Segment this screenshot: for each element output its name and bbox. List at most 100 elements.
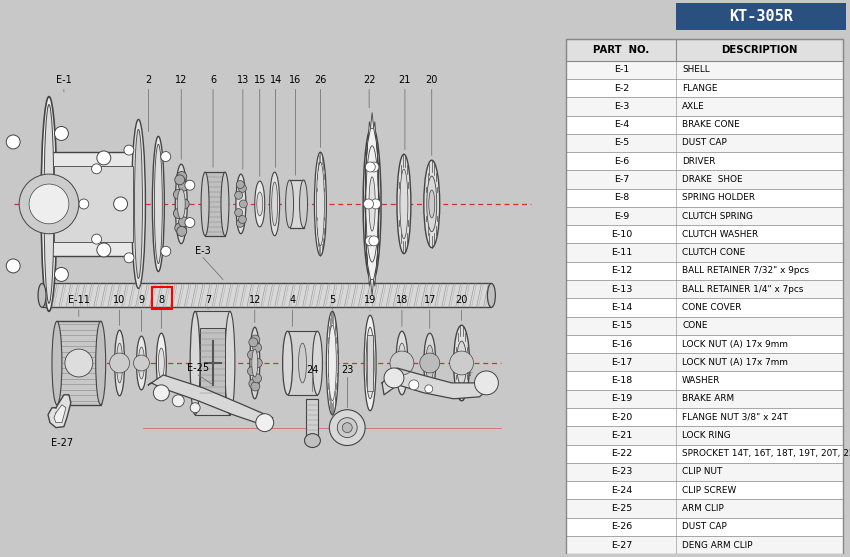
Bar xyxy=(566,38,843,61)
Text: CLIP NUT: CLIP NUT xyxy=(682,467,722,476)
Ellipse shape xyxy=(428,190,434,218)
Ellipse shape xyxy=(369,177,375,231)
Text: E-15: E-15 xyxy=(611,321,632,330)
Bar xyxy=(566,225,843,243)
Text: 8: 8 xyxy=(158,295,164,305)
Ellipse shape xyxy=(304,433,320,447)
Bar xyxy=(677,3,846,30)
Text: CLIP SCREW: CLIP SCREW xyxy=(682,486,736,495)
Text: 16: 16 xyxy=(289,75,302,85)
Bar xyxy=(566,299,843,316)
Text: 13: 13 xyxy=(237,75,249,85)
Text: 20: 20 xyxy=(426,75,438,85)
Polygon shape xyxy=(149,375,273,427)
Text: 26: 26 xyxy=(314,75,326,85)
Bar xyxy=(566,61,843,79)
Text: 15: 15 xyxy=(253,75,266,85)
Ellipse shape xyxy=(178,189,185,219)
Circle shape xyxy=(420,353,439,373)
Circle shape xyxy=(252,343,262,352)
Circle shape xyxy=(256,414,274,432)
Circle shape xyxy=(251,335,260,344)
Text: BALL RETAINER 1/4" x 7pcs: BALL RETAINER 1/4" x 7pcs xyxy=(682,285,803,294)
Bar xyxy=(566,426,843,444)
Text: DUST CAP: DUST CAP xyxy=(682,139,727,148)
Ellipse shape xyxy=(115,330,125,396)
Bar xyxy=(566,189,843,207)
Ellipse shape xyxy=(190,311,200,415)
Text: E-4: E-4 xyxy=(614,120,629,129)
Text: CLUTCH WASHER: CLUTCH WASHER xyxy=(682,230,758,239)
Circle shape xyxy=(92,234,102,244)
Circle shape xyxy=(161,246,171,256)
Ellipse shape xyxy=(44,105,54,304)
Polygon shape xyxy=(365,170,366,204)
Ellipse shape xyxy=(313,331,322,395)
Ellipse shape xyxy=(326,311,338,415)
Circle shape xyxy=(178,181,189,191)
Ellipse shape xyxy=(255,181,264,227)
Text: E-21: E-21 xyxy=(611,431,632,440)
Ellipse shape xyxy=(366,327,374,399)
Bar xyxy=(566,170,843,189)
Bar xyxy=(42,284,491,307)
Circle shape xyxy=(173,189,184,199)
Ellipse shape xyxy=(152,136,164,272)
Text: E-10: E-10 xyxy=(611,230,632,239)
Text: DRIVER: DRIVER xyxy=(682,157,716,166)
Circle shape xyxy=(450,351,473,375)
Ellipse shape xyxy=(314,152,326,256)
Text: E-3: E-3 xyxy=(614,102,629,111)
Text: 7: 7 xyxy=(205,295,211,305)
Polygon shape xyxy=(54,405,66,423)
Circle shape xyxy=(390,351,414,375)
Text: CONE: CONE xyxy=(682,321,707,330)
Text: 17: 17 xyxy=(423,295,436,305)
Bar xyxy=(566,500,843,517)
Text: E-2: E-2 xyxy=(614,84,629,92)
Polygon shape xyxy=(368,265,371,286)
Circle shape xyxy=(124,145,134,155)
Text: 21: 21 xyxy=(399,75,411,85)
Circle shape xyxy=(240,200,247,208)
Circle shape xyxy=(364,199,373,209)
Text: CONE COVER: CONE COVER xyxy=(682,303,741,312)
Circle shape xyxy=(79,199,88,209)
Text: E-7: E-7 xyxy=(614,175,629,184)
Ellipse shape xyxy=(363,126,381,281)
Bar xyxy=(290,180,303,228)
Text: AXLE: AXLE xyxy=(682,102,705,111)
Bar xyxy=(367,335,373,391)
Circle shape xyxy=(178,217,189,227)
Text: E-1: E-1 xyxy=(56,75,71,85)
Text: BRAKE ARM: BRAKE ARM xyxy=(682,394,734,403)
Text: E-11: E-11 xyxy=(68,295,90,305)
Ellipse shape xyxy=(250,327,260,399)
Ellipse shape xyxy=(397,154,411,253)
Circle shape xyxy=(175,223,184,233)
Text: PART  NO.: PART NO. xyxy=(593,45,649,55)
Text: E-17: E-17 xyxy=(611,358,632,367)
Text: 4: 4 xyxy=(290,295,296,305)
Bar xyxy=(566,408,843,426)
Bar xyxy=(566,316,843,335)
Text: ARM CLIP: ARM CLIP xyxy=(682,504,724,513)
Ellipse shape xyxy=(158,348,164,378)
Circle shape xyxy=(247,367,257,375)
Circle shape xyxy=(235,192,242,199)
Ellipse shape xyxy=(252,349,258,377)
Polygon shape xyxy=(366,238,368,265)
Circle shape xyxy=(409,380,419,390)
Text: LOCK NUT (A) 17x 9mm: LOCK NUT (A) 17x 9mm xyxy=(682,340,788,349)
Circle shape xyxy=(54,126,68,140)
Bar xyxy=(566,115,843,134)
Circle shape xyxy=(179,199,190,209)
Bar xyxy=(566,152,843,170)
Bar xyxy=(566,79,843,97)
Circle shape xyxy=(249,379,258,388)
Text: E-8: E-8 xyxy=(614,193,629,202)
Ellipse shape xyxy=(426,345,434,381)
Bar xyxy=(566,97,843,115)
Ellipse shape xyxy=(316,162,325,246)
Ellipse shape xyxy=(286,180,293,228)
